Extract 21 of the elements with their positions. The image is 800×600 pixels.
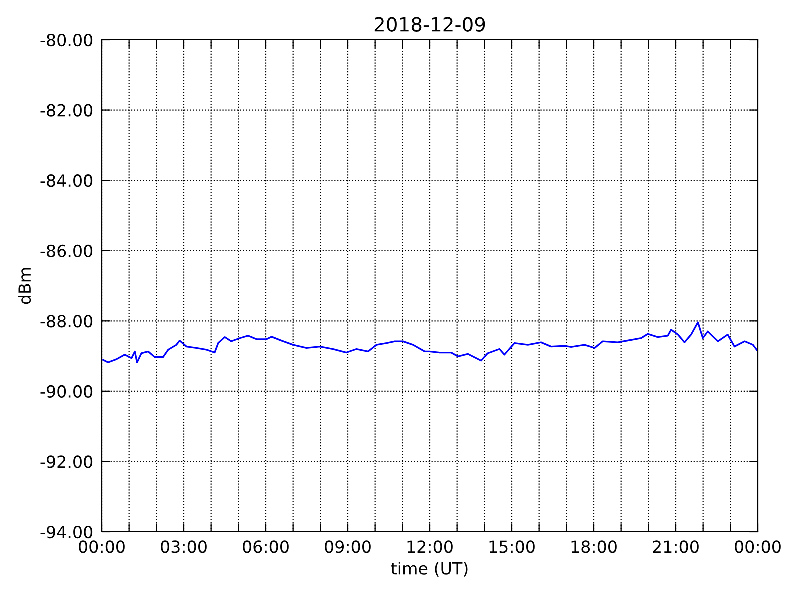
x-tick-label: 06:00 (243, 540, 289, 554)
y-tick-label: -82.00 (40, 104, 93, 117)
x-tick-label: 00:00 (79, 540, 125, 554)
x-tick-label: 09:00 (325, 540, 371, 554)
x-tick-label: 00:00 (735, 540, 781, 554)
y-axis-title: dBm (18, 268, 32, 304)
y-tick-label: -88.00 (40, 315, 93, 328)
y-tick-label: -84.00 (40, 174, 93, 188)
x-tick-label: 15:00 (490, 540, 535, 554)
x-axis-title: time (UT) (391, 562, 468, 577)
x-tick-label: 12:00 (408, 540, 453, 554)
chart-title: 2018-12-09 (374, 17, 486, 32)
y-tick-label: -80.00 (40, 34, 93, 47)
y-tick-label: -92.00 (40, 456, 93, 468)
y-tick-label: -94.00 (40, 526, 93, 539)
line-series (102, 322, 758, 364)
x-tick-label: 18:00 (572, 540, 617, 554)
x-tick-label: 03:00 (161, 540, 207, 554)
x-tick-label: 21:00 (653, 540, 699, 554)
y-tick-label: -90.00 (40, 385, 93, 398)
y-tick-label: -86.00 (40, 244, 93, 258)
